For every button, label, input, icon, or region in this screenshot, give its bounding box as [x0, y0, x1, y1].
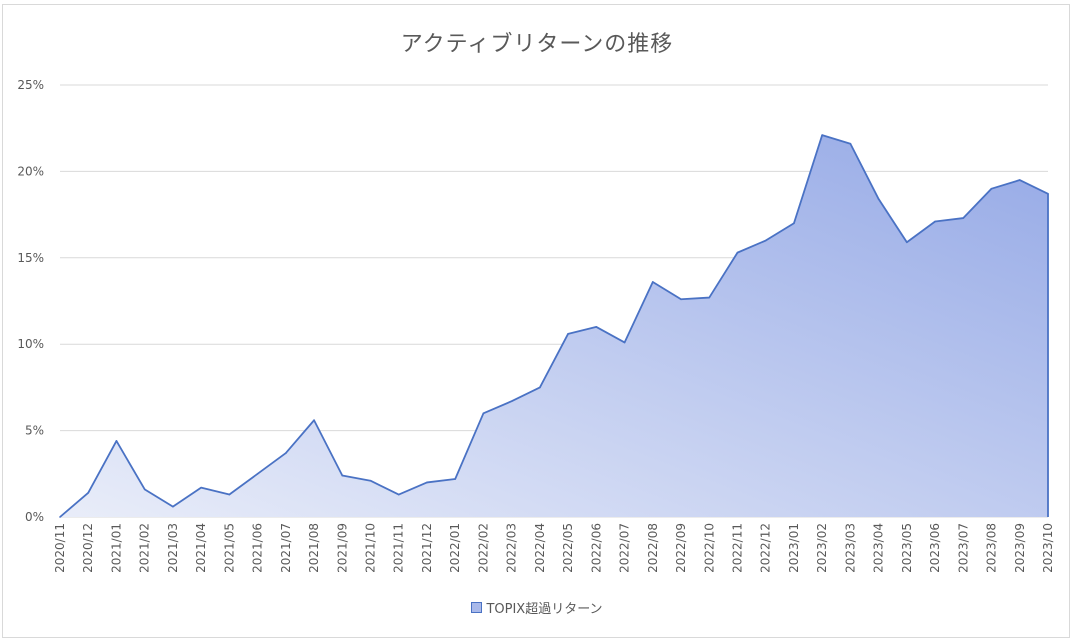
x-tick-label: 2021/02 — [138, 523, 152, 573]
data-point — [285, 452, 287, 454]
y-tick-label: 20% — [17, 164, 44, 178]
x-tick-label: 2022/02 — [476, 523, 490, 573]
data-point — [906, 241, 908, 244]
data-point — [313, 419, 315, 422]
x-tick-label: 2023/02 — [815, 523, 829, 573]
x-tick-label: 2021/04 — [194, 523, 208, 573]
data-point — [256, 473, 259, 475]
x-tick-label: 2023/05 — [900, 523, 914, 573]
x-tick-label: 2022/08 — [646, 523, 660, 573]
data-point — [87, 492, 90, 494]
chart-title: アクティブリターンの推移 — [400, 32, 674, 57]
data-point — [990, 187, 993, 190]
x-tick-label: 2023/09 — [1013, 523, 1027, 573]
data-point — [1047, 193, 1049, 195]
x-tick-label: 2021/06 — [251, 523, 265, 573]
data-point — [567, 333, 569, 335]
x-tick-label: 2021/07 — [279, 523, 293, 573]
x-tick-label: 2021/01 — [109, 523, 123, 573]
area-series — [59, 134, 1049, 518]
x-tick-label: 2023/10 — [1041, 523, 1055, 573]
data-point — [115, 440, 118, 442]
x-tick-label: 2021/11 — [392, 523, 406, 573]
legend: TOPIX超過リターン — [0, 598, 1074, 617]
data-point — [59, 516, 61, 518]
data-point — [962, 217, 965, 219]
x-tick-label: 2021/10 — [364, 523, 378, 573]
x-tick-label: 2021/08 — [307, 523, 321, 573]
x-tick-label: 2022/01 — [448, 523, 462, 573]
data-point — [708, 296, 711, 299]
x-tick-label: 2020/11 — [53, 523, 67, 573]
y-tick-label: 15% — [17, 251, 44, 265]
x-tick-label: 2023/01 — [787, 523, 801, 573]
x-tick-label: 2020/12 — [81, 523, 95, 573]
x-tick-label: 2023/07 — [956, 523, 970, 573]
x-tick-label: 2022/11 — [730, 523, 744, 573]
data-point — [426, 481, 428, 484]
data-point — [510, 400, 513, 403]
data-point — [143, 488, 146, 491]
data-point — [764, 239, 767, 242]
y-tick-label: 10% — [17, 337, 44, 351]
x-tick-label: 2022/05 — [561, 523, 575, 573]
data-point — [652, 281, 654, 283]
x-tick-label: 2022/07 — [618, 523, 632, 573]
x-tick-label: 2022/04 — [533, 523, 547, 573]
data-point — [821, 134, 823, 136]
x-tick-label: 2021/03 — [166, 523, 180, 573]
y-tick-label: 5% — [25, 424, 44, 438]
y-axis-tick-labels: 0% 5% 10% 15% 20% 25% — [17, 78, 44, 524]
data-point — [454, 478, 457, 480]
data-point — [849, 142, 852, 145]
data-point — [200, 486, 202, 489]
data-point — [623, 341, 626, 344]
legend-swatch — [471, 602, 483, 613]
x-tick-label: 2022/10 — [702, 523, 716, 573]
x-axis-tick-labels: 2020/11 2020/12 2021/01 2021/02 2021/03 2021/… — [53, 523, 1055, 573]
y-tick-label: 0% — [25, 510, 44, 524]
data-point — [397, 493, 400, 496]
data-point — [877, 198, 880, 200]
data-point — [793, 222, 795, 225]
data-point — [595, 326, 598, 328]
data-points — [59, 134, 1049, 518]
x-tick-label: 2022/03 — [505, 523, 519, 573]
area-fill — [60, 135, 1048, 517]
x-tick-label: 2023/04 — [872, 523, 886, 573]
data-point — [539, 386, 541, 389]
data-point — [736, 251, 739, 254]
x-tick-label: 2021/12 — [420, 523, 434, 573]
data-point — [172, 505, 174, 508]
data-point — [228, 493, 231, 496]
x-tick-label: 2023/03 — [843, 523, 857, 573]
data-point — [341, 474, 344, 477]
data-point — [369, 479, 372, 482]
data-point — [1018, 179, 1021, 181]
x-tick-label: 2023/08 — [985, 523, 999, 573]
x-tick-label: 2021/05 — [222, 523, 236, 573]
x-tick-label: 2022/06 — [589, 523, 603, 573]
data-point — [680, 298, 682, 301]
y-tick-label: 25% — [17, 78, 44, 92]
data-point — [482, 412, 485, 415]
data-point — [934, 220, 936, 223]
x-tick-label: 2022/09 — [674, 523, 688, 573]
legend-label: TOPIX超過リターン — [486, 602, 603, 617]
x-tick-label: 2023/06 — [928, 523, 942, 573]
x-tick-label: 2022/12 — [759, 523, 773, 573]
x-tick-label: 2021/09 — [335, 523, 349, 573]
